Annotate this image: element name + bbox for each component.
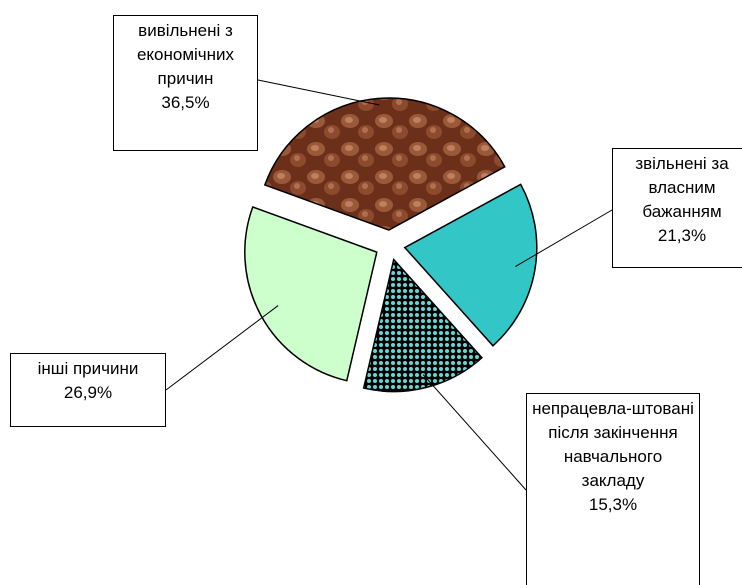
category-label: непрацевла-штовані після закінчення навч… <box>532 399 694 490</box>
value-label: 15,3% <box>588 495 638 514</box>
category-label: звільнені за власним бажанням <box>635 154 729 221</box>
category-label: вивільнені з економічних причин <box>136 21 235 88</box>
slice-label: вивільнені з економічних причин 36,5% <box>113 15 258 151</box>
pie-slice <box>362 257 483 393</box>
value-label: 21,3% <box>657 226 707 245</box>
leader-line <box>422 374 527 491</box>
leader-line <box>165 305 279 391</box>
leader-line <box>515 209 613 267</box>
value-label: 26,9% <box>63 383 113 402</box>
pie-slice <box>263 97 506 231</box>
slice-label: звільнені за власним бажанням 21,3% <box>612 148 742 268</box>
slice-label: інші причини 26,9% <box>10 353 166 427</box>
category-label: інші причини <box>37 359 139 378</box>
leader-line <box>257 79 380 106</box>
value-label: 36,5% <box>161 93 210 112</box>
pie-slice <box>244 206 378 382</box>
pie-slice <box>403 183 538 347</box>
slice-label: непрацевла-штовані після закінчення навч… <box>526 393 700 585</box>
